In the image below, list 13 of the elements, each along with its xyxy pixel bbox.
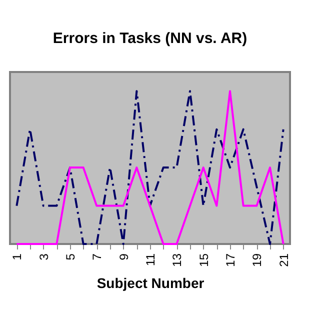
- x-tick-label: 5: [64, 253, 78, 260]
- chart-title: Errors in Tasks (NN vs. AR): [52, 30, 248, 47]
- x-tick-label: 1: [10, 253, 24, 260]
- x-tick-label: 13: [170, 253, 184, 267]
- x-tick-label: 17: [224, 253, 238, 267]
- x-tick-label: 3: [36, 253, 51, 260]
- x-tick-label: 7: [90, 253, 104, 260]
- x-axis-title: Subject Number: [96, 274, 205, 291]
- x-tick-label: 19: [250, 253, 264, 267]
- x-tick-label: 15: [196, 253, 211, 267]
- x-tick-label: 9: [116, 253, 131, 260]
- x-tick-label: 11: [144, 253, 158, 266]
- x-tick-label: 21: [276, 253, 291, 267]
